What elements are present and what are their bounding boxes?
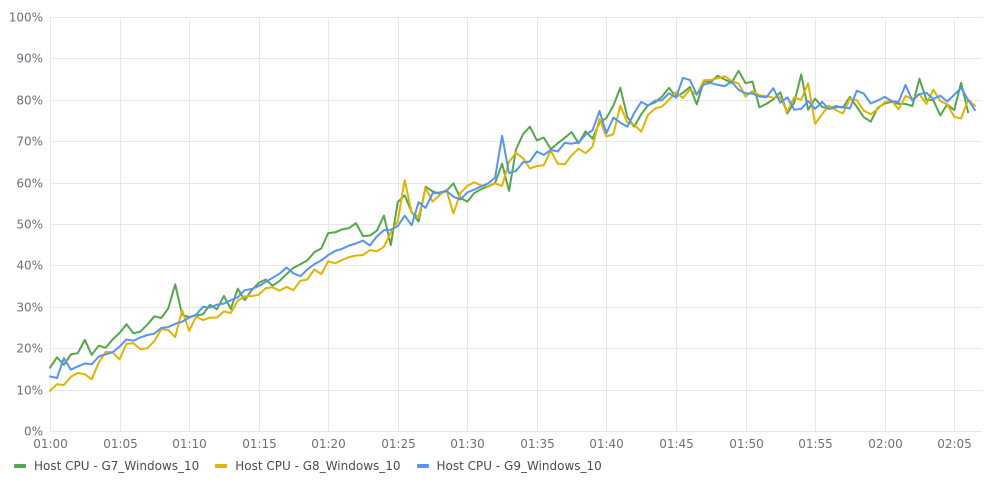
- legend-label: Host CPU - G9_Windows_10: [436, 459, 602, 473]
- legend-label: Host CPU - G7_Windows_10: [34, 459, 200, 473]
- legend-item-2[interactable]: Host CPU - G8_Windows_10: [215, 459, 401, 473]
- x-tick-label: 01:00: [33, 437, 68, 451]
- x-tick-label: 02:00: [868, 437, 903, 451]
- grid-lines: [50, 17, 982, 432]
- legend-swatch: [215, 464, 228, 468]
- legend-swatch: [416, 464, 429, 468]
- x-tick-label: 01:25: [381, 437, 416, 451]
- y-axis: 0% 10% 20% 30% 40% 50% 60% 70% 80% 90% 100%: [9, 11, 43, 439]
- x-tick-label: 01:05: [103, 437, 138, 451]
- legend-item-1[interactable]: Host CPU - G7_Windows_10: [14, 459, 199, 473]
- series-line-2[interactable]: [49, 75, 976, 392]
- legend-swatch: [14, 464, 26, 468]
- x-tick-label: 01:20: [311, 437, 346, 451]
- x-tick-label: 01:40: [589, 437, 624, 451]
- y-tick-label: 90%: [16, 52, 43, 66]
- x-tick-label: 01:45: [659, 437, 694, 451]
- legend: Host CPU - G7_Windows_10 Host CPU - G8_Wi…: [14, 457, 618, 475]
- x-tick-label: 01:55: [798, 437, 833, 451]
- legend-item-3[interactable]: Host CPU - G9_Windows_10: [416, 459, 602, 473]
- x-tick-label: 01:10: [172, 437, 207, 451]
- x-tick-label: 01:30: [450, 437, 485, 451]
- y-tick-label: 40%: [16, 259, 43, 273]
- y-tick-label: 20%: [16, 342, 43, 356]
- x-tick-label: 01:35: [520, 437, 555, 451]
- y-tick-label: 100%: [9, 11, 43, 25]
- y-tick-label: 10%: [16, 384, 43, 398]
- y-tick-label: 80%: [16, 94, 43, 108]
- x-tick-label: 02:05: [937, 437, 972, 451]
- y-tick-label: 50%: [16, 218, 43, 232]
- x-tick-label: 01:50: [729, 437, 764, 451]
- series-lines: [49, 69, 976, 392]
- series-line-1[interactable]: [49, 69, 970, 369]
- x-tick-label: 01:15: [242, 437, 277, 451]
- series-line-3[interactable]: [49, 76, 976, 379]
- legend-label: Host CPU - G8_Windows_10: [235, 459, 401, 473]
- y-tick-label: 70%: [16, 135, 43, 149]
- y-tick-label: 30%: [16, 301, 43, 315]
- x-axis: 01:00 01:05 01:10 01:15 01:20 01:25 01:30 01:35…: [33, 437, 972, 451]
- y-tick-label: 60%: [16, 177, 43, 191]
- y-tick-label: 0%: [24, 425, 43, 439]
